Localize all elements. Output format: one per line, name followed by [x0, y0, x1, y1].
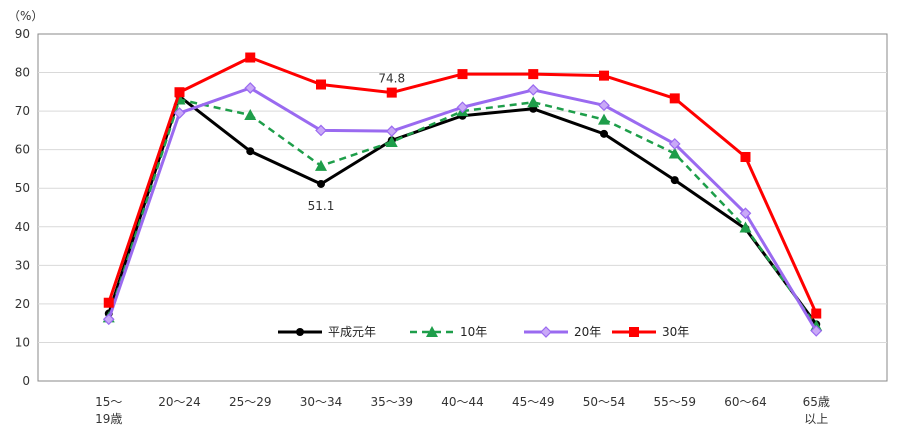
y-tick-label: 30 [15, 258, 30, 272]
y-tick-label: 0 [22, 374, 30, 388]
data-point [739, 207, 752, 220]
gridlines [38, 72, 887, 343]
data-point [527, 96, 540, 108]
x-tick-label: 60～64 [724, 395, 767, 409]
data-point [245, 52, 256, 63]
legend-marker [540, 326, 552, 338]
data-point [528, 69, 539, 80]
series-diamond [102, 82, 823, 337]
data-point [246, 147, 255, 156]
x-tick-label: 50～54 [583, 395, 626, 409]
x-tick-label: 35～39 [370, 395, 413, 409]
legend-label: 20年 [574, 325, 601, 339]
data-point [810, 325, 823, 337]
x-tick-label: 19歳 [95, 412, 122, 426]
data-point [386, 87, 397, 98]
y-tick-label: 40 [15, 220, 30, 234]
x-tick-label: 30～34 [300, 395, 343, 409]
data-annotation: 51.1 [308, 199, 335, 213]
legend-item: 30年 [612, 325, 689, 339]
y-unit-label: （%） [8, 9, 43, 23]
data-point [811, 308, 822, 319]
data-point [103, 297, 114, 308]
legend-item: 20年 [524, 325, 601, 339]
data-point [457, 69, 468, 80]
data-point [244, 108, 257, 120]
legend: 平成元年 10年 20年 30年 [278, 325, 689, 339]
data-point [600, 129, 608, 138]
y-tick-label: 10 [15, 335, 30, 349]
legend-label: 10年 [460, 325, 487, 339]
data-point [739, 221, 752, 233]
y-tick-label: 80 [15, 66, 30, 80]
data-point [740, 151, 751, 162]
x-tick-label: 25～29 [229, 395, 272, 409]
annotations: 74.8 51.1 [308, 72, 405, 213]
data-point [385, 135, 398, 147]
legend-marker [296, 328, 304, 336]
data-point [315, 124, 327, 137]
series-group [102, 52, 823, 337]
data-point [102, 313, 115, 326]
data-point [316, 79, 326, 90]
data-point [599, 70, 609, 81]
y-tick-label: 70 [15, 104, 30, 118]
data-point [527, 84, 540, 96]
data-point [385, 125, 398, 138]
x-tick-label: 65歳 [803, 395, 830, 409]
data-point [669, 93, 680, 104]
legend-item: 10年 [410, 325, 487, 339]
y-tick-label: 50 [15, 181, 30, 195]
data-annotation: 74.8 [378, 72, 405, 86]
data-point [315, 159, 327, 171]
data-point [670, 176, 679, 185]
data-point [456, 101, 469, 114]
data-point [174, 87, 185, 98]
data-point [598, 113, 610, 125]
x-tick-label: 45～49 [512, 395, 555, 409]
data-point [668, 138, 681, 150]
x-tick-label: 40～44 [441, 395, 484, 409]
series-square [103, 52, 822, 319]
data-point [173, 107, 186, 119]
x-tick-label: 15～ [95, 395, 122, 409]
legend-item: 平成元年 [278, 325, 376, 339]
legend-label: 平成元年 [328, 325, 376, 339]
data-point [244, 82, 257, 94]
legend-marker [426, 326, 438, 337]
data-point [668, 147, 681, 159]
x-axis-ticks: 15～ 19歳 20～24 25～29 30～34 35～39 40～44 45～49 50～5… [95, 395, 830, 426]
data-point [317, 179, 325, 188]
legend-marker [629, 327, 639, 337]
x-tick-label: 55～59 [653, 395, 696, 409]
y-tick-label: 90 [15, 27, 30, 41]
legend-label: 30年 [662, 325, 689, 339]
y-tick-label: 20 [15, 297, 30, 311]
y-axis-ticks: 0 10 20 30 40 50 60 70 80 90 [15, 27, 30, 388]
data-point [598, 99, 610, 112]
x-tick-label: 20～24 [158, 395, 201, 409]
y-tick-label: 60 [15, 143, 30, 157]
x-tick-label: 以上 [804, 412, 828, 426]
